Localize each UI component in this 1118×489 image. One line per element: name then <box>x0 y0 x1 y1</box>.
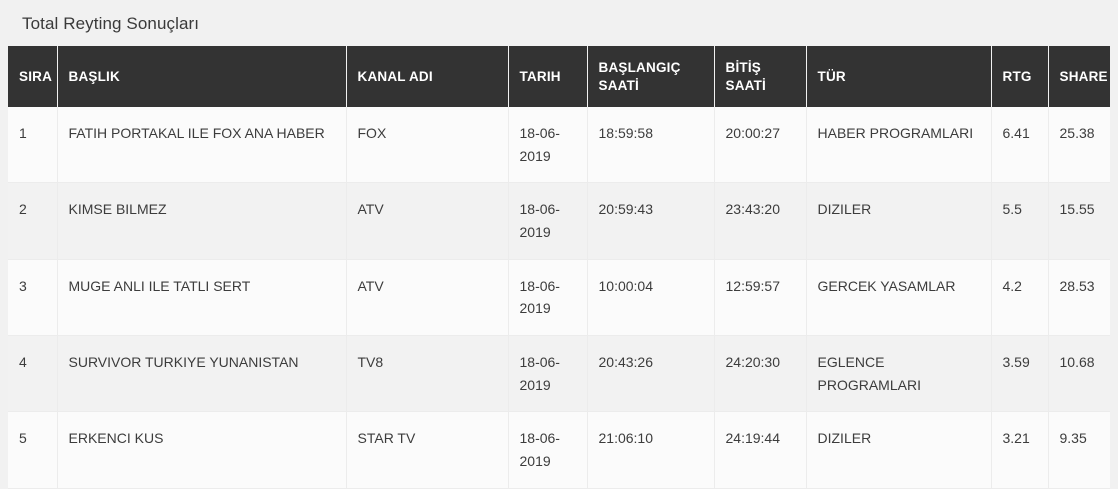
ratings-table: SIRA BAŞLIK KANAL ADI TARIH BAŞLANGIÇ SA… <box>8 46 1110 489</box>
column-header-rtg[interactable]: RTG <box>991 46 1049 108</box>
table-row[interactable]: 4 SURVIVOR TURKIYE YUNANISTAN TV8 18-06-201… <box>8 335 1110 413</box>
cell-share: 28.53 <box>1048 259 1110 337</box>
cell-baslik: SURVIVOR TURKIYE YUNANISTAN <box>57 335 347 413</box>
cell-tarih: 18-06-2019 <box>508 259 588 337</box>
cell-tarih: 18-06-2019 <box>508 411 588 489</box>
column-header-share[interactable]: SHARE <box>1048 46 1110 108</box>
cell-kanal: ATV <box>346 259 509 337</box>
cell-rtg: 3.21 <box>991 411 1049 489</box>
cell-sira: 1 <box>8 107 58 184</box>
cell-sira: 4 <box>8 335 58 413</box>
cell-sira: 5 <box>8 411 58 489</box>
cell-rtg: 6.41 <box>991 107 1049 184</box>
table-row[interactable]: 2 KIMSE BILMEZ ATV 18-06-2019 20:59:43 23:43:… <box>8 182 1110 260</box>
cell-baslik: MUGE ANLI ILE TATLI SERT <box>57 259 347 337</box>
cell-tur: DIZILER <box>806 411 992 489</box>
cell-share: 9.35 <box>1048 411 1110 489</box>
cell-baslik: ERKENCI KUS <box>57 411 347 489</box>
table-header: SIRA BAŞLIK KANAL ADI TARIH BAŞLANGIÇ SA… <box>8 46 1110 108</box>
cell-tur: DIZILER <box>806 182 992 260</box>
cell-tur: EGLENCE PROGRAMLARI <box>806 335 992 413</box>
cell-share: 25.38 <box>1048 107 1110 184</box>
cell-tarih: 18-06-2019 <box>508 335 588 413</box>
cell-tarih: 18-06-2019 <box>508 107 588 184</box>
cell-tur: HABER PROGRAMLARI <box>806 107 992 184</box>
cell-kanal: STAR TV <box>346 411 509 489</box>
cell-sira: 2 <box>8 182 58 260</box>
cell-share: 10.68 <box>1048 335 1110 413</box>
column-header-tarih[interactable]: TARIH <box>508 46 588 108</box>
table-body: 1 FATIH PORTAKAL ILE FOX ANA HABER FOX 18-0… <box>8 107 1110 489</box>
cell-bas: 18:59:58 <box>587 107 715 184</box>
cell-baslik: KIMSE BILMEZ <box>57 182 347 260</box>
cell-rtg: 5.5 <box>991 182 1049 260</box>
cell-bas: 21:06:10 <box>587 411 715 489</box>
cell-bitis: 12:59:57 <box>714 259 807 337</box>
cell-rtg: 3.59 <box>991 335 1049 413</box>
cell-tarih: 18-06-2019 <box>508 182 588 260</box>
cell-share: 15.55 <box>1048 182 1110 260</box>
cell-rtg: 4.2 <box>991 259 1049 337</box>
column-header-tur[interactable]: TÜR <box>806 46 992 108</box>
column-header-baslangic-saati[interactable]: BAŞLANGIÇ SAATİ <box>587 46 715 108</box>
column-header-kanal[interactable]: KANAL ADI <box>346 46 509 108</box>
cell-baslik: FATIH PORTAKAL ILE FOX ANA HABER <box>57 107 347 184</box>
table-row[interactable]: 3 MUGE ANLI ILE TATLI SERT ATV 18-06-2019 10… <box>8 259 1110 337</box>
cell-bitis: 24:20:30 <box>714 335 807 413</box>
table-row[interactable]: 5 ERKENCI KUS STAR TV 18-06-2019 21:06:10 24:… <box>8 411 1110 489</box>
column-header-bitis-saati[interactable]: BİTİŞ SAATİ <box>714 46 807 108</box>
cell-bas: 20:59:43 <box>587 182 715 260</box>
cell-kanal: ATV <box>346 182 509 260</box>
cell-bas: 10:00:04 <box>587 259 715 337</box>
ratings-table-container: SIRA BAŞLIK KANAL ADI TARIH BAŞLANGIÇ SA… <box>8 46 1110 489</box>
cell-bitis: 20:00:27 <box>714 107 807 184</box>
cell-kanal: FOX <box>346 107 509 184</box>
ratings-page: Total Reyting Sonuçları SIRA BAŞLIK KANA… <box>8 14 1110 489</box>
cell-bas: 20:43:26 <box>587 335 715 413</box>
column-header-sira[interactable]: SIRA <box>8 46 58 108</box>
table-header-row: SIRA BAŞLIK KANAL ADI TARIH BAŞLANGIÇ SA… <box>8 46 1110 108</box>
cell-tur: GERCEK YASAMLAR <box>806 259 992 337</box>
page-title: Total Reyting Sonuçları <box>22 14 200 33</box>
cell-bitis: 23:43:20 <box>714 182 807 260</box>
cell-kanal: TV8 <box>346 335 509 413</box>
cell-bitis: 24:19:44 <box>714 411 807 489</box>
cell-sira: 3 <box>8 259 58 337</box>
column-header-baslik[interactable]: BAŞLIK <box>57 46 347 108</box>
table-row[interactable]: 1 FATIH PORTAKAL ILE FOX ANA HABER FOX 18-0… <box>8 107 1110 184</box>
